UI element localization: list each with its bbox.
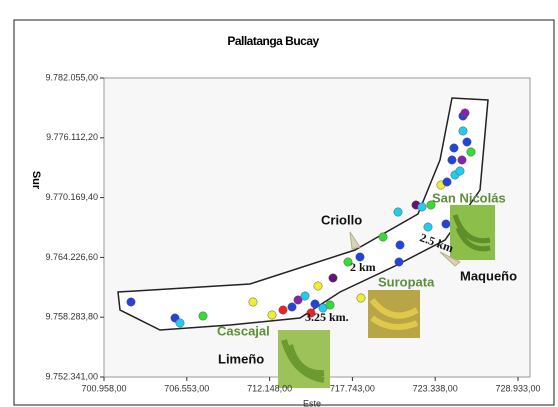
annotation: San Nicolás — [432, 190, 506, 205]
point — [175, 318, 185, 328]
marks — [126, 108, 476, 328]
point — [267, 310, 277, 320]
annotation: Maqueño — [460, 268, 517, 283]
banana — [452, 214, 491, 252]
point — [458, 126, 468, 136]
point — [310, 299, 320, 309]
point — [378, 232, 388, 242]
point — [325, 300, 335, 310]
banana — [369, 298, 419, 330]
annotation: Suropata — [378, 274, 435, 289]
photo-san-nicolas — [450, 205, 495, 260]
point — [395, 240, 405, 250]
point — [328, 273, 338, 283]
x-tick-label: 723.338,00 — [413, 383, 458, 393]
point — [393, 207, 403, 217]
point — [455, 166, 465, 176]
point — [356, 293, 366, 303]
x-tick-label: 712.148,00 — [247, 383, 292, 393]
point — [460, 108, 470, 118]
x-tick-label: 700.958,00 — [81, 383, 126, 393]
point — [449, 143, 459, 153]
arrow — [439, 251, 461, 267]
point — [306, 308, 316, 318]
point — [466, 147, 476, 157]
point — [442, 177, 452, 187]
point — [313, 281, 323, 291]
x-axis-label: Este — [303, 398, 321, 407]
point — [300, 291, 310, 301]
x-tick-label: 706.553,00 — [164, 383, 209, 393]
point — [355, 252, 365, 262]
point — [287, 302, 297, 312]
point — [417, 202, 427, 212]
point — [293, 295, 303, 305]
arrows — [349, 231, 461, 267]
point — [441, 219, 451, 229]
annotation: Criollo — [321, 212, 362, 227]
x-tick-label: 717.743,00 — [330, 383, 375, 393]
annotation: 3.25 km. — [305, 310, 349, 324]
annotation: 2 km — [350, 260, 376, 274]
point — [423, 222, 433, 232]
annotation: Limeño — [218, 351, 264, 366]
point — [426, 200, 436, 210]
point — [343, 257, 353, 267]
y-tick-label: 9.752.341,00 — [45, 371, 98, 381]
point — [126, 297, 136, 307]
y-tick-label: 9.764.226,60 — [45, 252, 98, 262]
photos — [278, 205, 495, 388]
point — [394, 257, 404, 267]
y-tick-label: 9.770.169,40 — [45, 192, 98, 202]
y-axis-label: Sur — [30, 171, 42, 190]
y-tick-label: 9.758.283,80 — [45, 312, 98, 322]
chart-title: Pallatanga Bucay — [227, 34, 319, 48]
point — [198, 311, 208, 321]
point — [457, 155, 467, 165]
y-tick-label: 9.782.055,00 — [45, 72, 98, 82]
point — [447, 155, 457, 165]
banana — [281, 339, 325, 383]
arrow — [349, 231, 361, 250]
annotation: Cascajal — [217, 323, 270, 338]
point — [248, 297, 258, 307]
point — [278, 305, 288, 315]
y-tick-label: 9.776.112,20 — [46, 132, 98, 142]
point — [462, 137, 472, 147]
x-tick-label: 728.933,00 — [495, 383, 540, 393]
